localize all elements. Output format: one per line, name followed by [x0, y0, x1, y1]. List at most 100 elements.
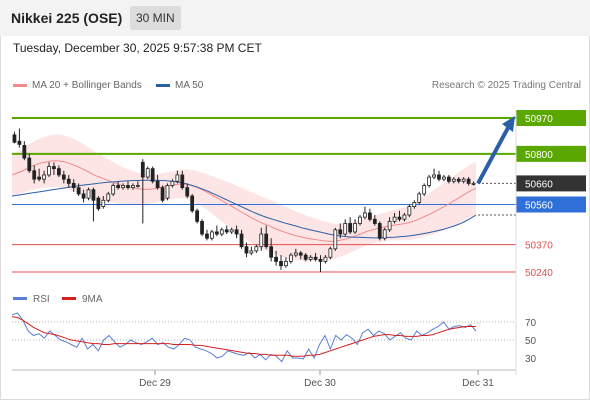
x-tick-label: Dec 30	[304, 378, 336, 389]
x-tick-label: Dec 29	[139, 378, 171, 389]
candle-body	[308, 256, 313, 260]
candle-body	[160, 187, 165, 201]
projection-arrow-shaft	[476, 125, 511, 185]
candle-body	[76, 187, 81, 195]
candle-body	[81, 193, 86, 199]
rsi-legend-label: RSI	[33, 294, 50, 305]
candle-body	[466, 178, 471, 184]
candle-body	[155, 180, 160, 189]
candle-body	[293, 252, 298, 256]
candle-body	[42, 174, 46, 180]
candle-body	[131, 185, 135, 189]
candle-body	[407, 206, 412, 216]
candle-body	[318, 258, 323, 262]
candle-body	[214, 231, 219, 235]
candle-body	[387, 220, 392, 231]
candle-body	[471, 182, 476, 185]
candle-body	[61, 174, 66, 180]
candle-body	[303, 254, 308, 260]
candle-body	[313, 256, 318, 260]
candle-body	[121, 185, 125, 189]
rsi-legend-swatch	[13, 297, 27, 300]
candle-body	[86, 189, 91, 199]
candle-body	[437, 174, 441, 180]
level-label-50370: 50370	[525, 241, 553, 252]
candle-body	[101, 199, 106, 208]
candle-body	[358, 216, 362, 224]
level-label-50560: 50560	[525, 200, 553, 211]
candle-body	[402, 214, 407, 220]
candle-body	[333, 229, 338, 250]
candle-body	[116, 185, 121, 189]
candle-body	[412, 201, 417, 208]
level-badge-50800	[516, 145, 586, 162]
candle-body	[254, 246, 259, 252]
candle-body	[328, 248, 333, 258]
level-label-50240: 50240	[525, 268, 553, 279]
candle-body	[219, 229, 224, 235]
candle-body	[205, 233, 209, 239]
chart-header: Nikkei 225 (OSE) 30 MIN	[0, 0, 590, 36]
candle-body	[397, 216, 402, 220]
candle-body	[442, 176, 446, 180]
level-label-50660: 50660	[525, 179, 553, 190]
rsi-tick-70: 70	[525, 318, 537, 329]
candle-body	[298, 252, 303, 256]
candle-body	[140, 161, 145, 178]
candle-body	[190, 195, 195, 212]
candle-body	[284, 261, 288, 267]
candle-body	[274, 256, 278, 262]
rsi-tick-50: 50	[525, 336, 537, 347]
candle-body	[47, 166, 51, 176]
level-badge-50660	[516, 175, 586, 192]
bollinger-band	[12, 134, 476, 261]
candle-body	[71, 182, 76, 189]
candle-body	[52, 166, 56, 170]
candle-body	[461, 178, 466, 182]
candle-body	[150, 168, 155, 182]
x-tick-label: Dec 31	[462, 378, 494, 389]
candle-body	[175, 174, 180, 182]
candle-body	[180, 174, 185, 189]
candle-body	[269, 246, 274, 258]
candle-body	[353, 223, 357, 233]
rsi-ma-legend-swatch	[62, 297, 76, 300]
candle-body	[289, 254, 293, 262]
candle-body	[372, 218, 377, 224]
credit-text: Research © 2025 Trading Central	[431, 80, 581, 91]
candle-body	[451, 178, 456, 182]
candle-body	[185, 187, 190, 197]
candle-body	[343, 223, 348, 235]
candle-body	[338, 229, 343, 235]
candle-body	[37, 176, 42, 180]
rsi-ma-legend-label: 9MA	[82, 294, 103, 305]
candle-body	[229, 229, 234, 233]
candle-body	[106, 193, 111, 201]
ma20-swatch	[13, 83, 27, 87]
projection-arrow-head	[502, 116, 515, 132]
candle-body	[377, 223, 382, 239]
ma20-line	[11, 160, 477, 242]
candle-body	[200, 220, 204, 235]
timeframe-badge[interactable]: 30 MIN	[130, 6, 181, 30]
ma50-swatch	[156, 83, 170, 87]
legend-ma20-label: MA 20 + Bollinger Bands	[32, 80, 142, 91]
candle-body	[422, 185, 427, 195]
candle-body	[264, 233, 269, 248]
candle-body	[417, 193, 422, 203]
rsi-ma-line	[11, 316, 476, 357]
candle-body	[195, 210, 199, 222]
instrument-title: Nikkei 225 (OSE)	[11, 10, 123, 26]
candle-body	[17, 140, 22, 145]
candle-body	[323, 256, 328, 262]
candle-body	[96, 197, 101, 210]
rsi-tick-30: 30	[525, 354, 537, 365]
candle-body	[170, 180, 175, 186]
candle-body	[27, 157, 32, 172]
candle-body	[91, 189, 96, 201]
candle-body	[135, 185, 140, 187]
candle-body	[244, 246, 249, 254]
legend-ma50: MA 50	[156, 80, 203, 91]
candle-body	[165, 185, 170, 199]
candle-body	[432, 174, 436, 178]
